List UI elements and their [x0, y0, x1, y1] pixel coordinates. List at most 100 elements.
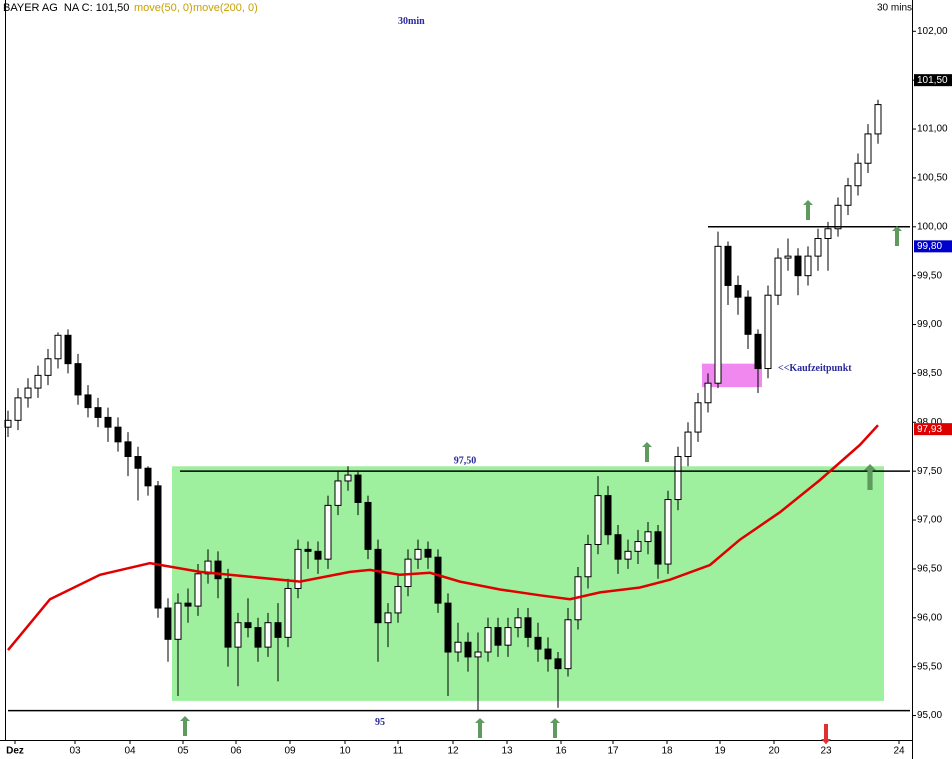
arrow — [550, 718, 560, 738]
level-label: 95 — [375, 717, 385, 728]
arrow — [475, 718, 485, 738]
price-marker-label: 99,80 — [917, 241, 942, 252]
candle-body — [464, 641, 472, 658]
x-tick-label: 04 — [124, 746, 136, 757]
indicator-label: move(50, 0) — [134, 2, 193, 14]
candle-body — [654, 531, 662, 565]
candle-body — [374, 548, 382, 624]
y-tick-label: 100,00 — [917, 221, 948, 232]
candle-body — [724, 245, 732, 286]
candle-body — [544, 648, 552, 660]
candle-body — [274, 622, 282, 638]
candle-body — [234, 622, 242, 648]
y-tick-label: 99,00 — [917, 319, 942, 330]
candle-body — [744, 296, 752, 335]
x-tick-label: Dez — [6, 746, 24, 757]
candle-body — [84, 394, 92, 409]
candle-body — [74, 363, 82, 396]
candle-body — [164, 607, 172, 640]
candle-body — [384, 612, 392, 624]
x-tick-label: 18 — [661, 746, 673, 757]
y-tick-label: 96,50 — [917, 564, 942, 575]
candle-body — [754, 333, 762, 370]
arrow — [642, 442, 652, 462]
candle-body — [64, 334, 72, 365]
x-tick-label: 09 — [284, 746, 296, 757]
candle-body — [214, 560, 222, 580]
price-marker-label: 101,50 — [917, 75, 948, 86]
candle-body — [224, 578, 232, 648]
candle-body — [484, 627, 492, 653]
candle-body — [334, 480, 342, 506]
candle-body — [714, 245, 722, 384]
candle-body — [804, 255, 812, 277]
candle-body — [814, 238, 822, 257]
x-tick-label: 05 — [177, 746, 189, 757]
candle-body — [34, 374, 42, 389]
x-tick-label: 10 — [339, 746, 351, 757]
x-tick-label: 19 — [714, 746, 726, 757]
candle-body — [324, 504, 332, 560]
interval-label: 30 mins — [877, 3, 912, 14]
candle-body — [134, 456, 142, 469]
candle-body — [834, 204, 842, 230]
candle-body — [554, 658, 562, 670]
candle-body — [774, 257, 782, 296]
candle-body — [184, 602, 192, 607]
candle-body — [474, 651, 482, 658]
x-tick-label: 11 — [393, 746, 404, 757]
candle-body — [594, 495, 602, 545]
annotation: 30min — [398, 16, 425, 27]
candle-body — [364, 501, 372, 550]
candle-body — [644, 531, 652, 543]
candle-body — [604, 495, 612, 536]
y-tick-label: 95,00 — [917, 710, 942, 721]
candle-body — [564, 619, 572, 670]
candle-body — [784, 255, 792, 259]
plot-area — [4, 99, 884, 711]
indicator-label: move(200, 0) — [193, 2, 258, 14]
x-tick-label: 24 — [893, 746, 905, 757]
x-tick-label: 17 — [607, 746, 619, 757]
candle-body — [794, 255, 802, 277]
candle-body — [154, 485, 162, 609]
candle-body — [504, 627, 512, 646]
y-tick-label: 98,00 — [917, 417, 942, 428]
candle-body — [304, 548, 312, 552]
candle-body — [414, 548, 422, 560]
candle-body — [454, 641, 462, 653]
y-tick-label: 97,00 — [917, 515, 942, 526]
candle-body — [584, 543, 592, 578]
candle-body — [664, 499, 672, 565]
candle-body — [734, 284, 742, 298]
candle-body — [854, 162, 862, 187]
arrow — [803, 200, 813, 220]
x-tick-label: 16 — [555, 746, 567, 757]
price-marker-label: 97,93 — [917, 424, 942, 435]
candle-body — [704, 382, 712, 404]
candle-body — [344, 474, 352, 482]
candle-body — [144, 467, 152, 487]
candle-body — [194, 573, 202, 607]
y-tick-label: 96,00 — [917, 612, 942, 623]
x-tick-label: 23 — [820, 746, 832, 757]
price-marker — [914, 74, 952, 87]
x-tick-label: 13 — [501, 746, 513, 757]
candle-body — [404, 558, 412, 588]
candle-body — [534, 636, 542, 650]
candle-body — [694, 402, 702, 433]
moving-average — [7, 424, 879, 651]
candle-body — [634, 541, 642, 552]
candle-body — [614, 534, 622, 560]
y-tick-label: 99,50 — [917, 270, 942, 281]
arrow — [863, 464, 877, 490]
candle-body — [254, 627, 262, 648]
y-tick-label: 102,00 — [917, 26, 948, 37]
x-tick-label: 06 — [230, 746, 242, 757]
candle-body — [14, 397, 22, 421]
zone — [172, 466, 884, 701]
candle-body — [434, 556, 442, 604]
candle-body — [354, 474, 362, 503]
candle-body — [874, 104, 882, 135]
candle-body — [124, 441, 132, 458]
